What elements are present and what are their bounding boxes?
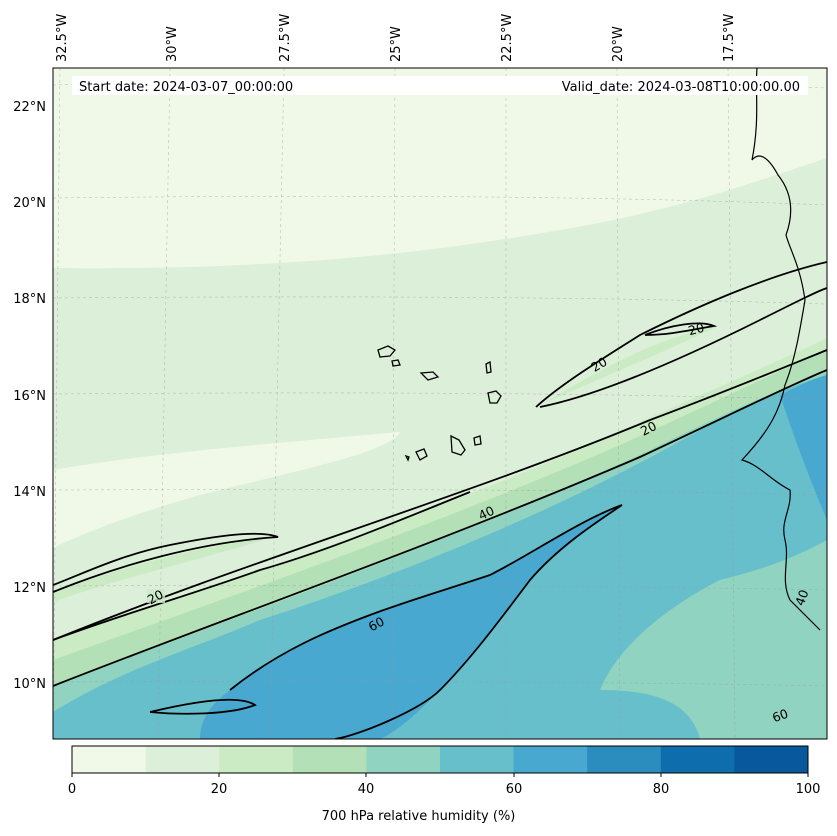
colorbar-ticks — [71, 773, 809, 777]
contour-label: 20 — [687, 320, 706, 339]
lon-label: 27.5°W — [278, 14, 293, 62]
contour-label: 20 — [638, 418, 659, 439]
colorbar-segment — [587, 746, 662, 773]
contour-label: 40 — [476, 503, 497, 523]
colorbar-segment — [219, 746, 294, 773]
island-maio — [473, 435, 482, 446]
latitude-labels: 22°N 20°N 18°N 16°N 14°N 12°N 10°N — [13, 100, 46, 692]
lon-label: 17.5°W — [722, 14, 737, 62]
island-santiago — [450, 434, 466, 456]
colorbar-tick-label: 80 — [653, 782, 670, 797]
gridlines — [53, 68, 827, 739]
colorbar-segment — [660, 746, 735, 773]
contour-60-pocket — [149, 698, 257, 715]
lon-label: 22.5°W — [500, 14, 515, 62]
island-santo-antao — [377, 345, 396, 358]
island-fogo — [415, 448, 428, 461]
lat-label: 16°N — [13, 389, 46, 404]
rh-band-60-70-east — [780, 375, 827, 520]
lat-label: 22°N — [13, 100, 46, 115]
date-box — [72, 76, 808, 95]
contour-label: 60 — [770, 706, 790, 726]
lon-label: 25°W — [389, 26, 404, 62]
colorbar-tick-label: 0 — [68, 782, 76, 797]
valid-date-label: Valid_date: 2024-03-08T10:00:00.00 — [562, 80, 800, 95]
lat-label: 20°N — [13, 196, 46, 211]
lon-label: 30°W — [165, 26, 180, 62]
colorbar-tick-labels: 0 20 40 60 80 100 — [68, 782, 821, 797]
colorbar — [72, 746, 809, 773]
lat-label: 18°N — [13, 292, 46, 307]
rh-band-60-70 — [200, 505, 622, 739]
longitude-labels: 32.5°W 30°W 27.5°W 25°W 22.5°W 20°W 17.5… — [55, 14, 737, 62]
island-sal — [485, 360, 492, 374]
colorbar-segment — [734, 746, 809, 773]
colorbar-segment — [366, 746, 441, 773]
cape-verde-islands — [377, 345, 502, 462]
colorbar-title: 700 hPa relative humidity (%) — [321, 809, 516, 824]
humidity-field — [53, 68, 827, 739]
lat-label: 12°N — [13, 581, 46, 596]
colorbar-tick-label: 20 — [211, 782, 228, 797]
island-boa-vista — [487, 390, 502, 404]
colorbar-tick-label: 100 — [796, 782, 821, 797]
colorbar-segment — [72, 746, 147, 773]
contour-40 — [53, 369, 827, 687]
island-santa-luzia — [419, 371, 440, 381]
colorbar-segment — [440, 746, 515, 773]
contour-20-main — [53, 349, 827, 641]
colorbar-segment — [145, 746, 220, 773]
colorbar-tick-label: 40 — [358, 782, 375, 797]
contour-20-west-lower — [53, 491, 471, 641]
lon-label: 20°W — [611, 26, 626, 62]
island-sao-vicente — [391, 359, 401, 367]
contour-label: 20 — [145, 587, 166, 608]
contour-lines — [53, 261, 827, 739]
start-date-label: Start date: 2024-03-07_00:00:00 — [79, 80, 293, 95]
contour-label: 20 — [588, 354, 609, 375]
island-sao-nicolau — [404, 454, 410, 462]
colorbar-segment — [292, 746, 367, 773]
contour-20-small — [644, 322, 718, 336]
african-coastline — [740, 68, 821, 631]
contour-60 — [229, 504, 623, 739]
map-frame — [52, 67, 828, 740]
contour-label: 60 — [366, 614, 387, 635]
colorbar-tick-label: 60 — [506, 782, 523, 797]
lat-label: 14°N — [13, 485, 46, 500]
lon-label: 32.5°W — [55, 14, 70, 62]
contour-20-west — [53, 532, 279, 593]
contour-label: 40 — [792, 588, 812, 608]
contour-20-north-inner — [539, 287, 827, 408]
rh-band-40-50-pocket — [600, 540, 827, 739]
coastlines — [740, 68, 821, 631]
rh-band-0-10-patch — [53, 432, 400, 548]
contour-labels: 20 20 20 20 40 60 40 60 — [145, 320, 812, 726]
colorbar-segment — [513, 746, 588, 773]
lat-label: 10°N — [13, 677, 46, 692]
contour-20-north — [535, 261, 827, 408]
colorbar-frame — [71, 745, 809, 774]
